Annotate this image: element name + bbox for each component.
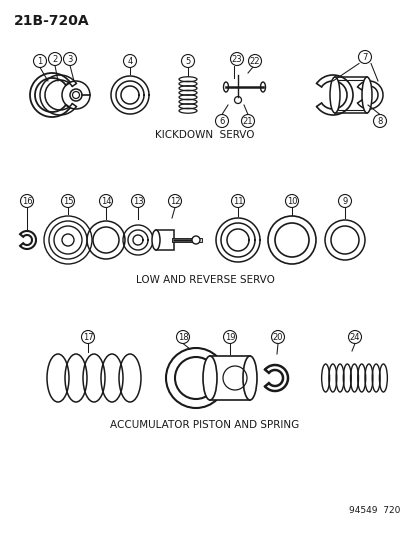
Text: 13: 13 [133,197,143,206]
Text: 1: 1 [37,56,43,66]
Text: 4: 4 [127,56,132,66]
Circle shape [62,195,74,207]
Circle shape [373,115,386,127]
Text: 6: 6 [219,117,224,125]
Circle shape [358,51,370,63]
Text: 14: 14 [100,197,111,206]
Circle shape [285,195,298,207]
Text: 11: 11 [232,197,243,206]
Bar [334,77,366,113]
Circle shape [99,195,112,207]
Circle shape [63,52,76,66]
Circle shape [21,195,33,207]
Circle shape [131,195,144,207]
Circle shape [223,330,236,343]
Ellipse shape [202,356,216,400]
Circle shape [81,330,94,343]
Text: LOW AND REVERSE SERVO: LOW AND REVERSE SERVO [135,275,274,285]
Text: 20: 20 [272,333,282,342]
Circle shape [72,92,79,99]
Text: 23: 23 [231,54,242,63]
Text: 10: 10 [286,197,297,206]
Text: 21: 21 [242,117,253,125]
Circle shape [271,330,284,343]
Text: KICKDOWN  SERVO: KICKDOWN SERVO [155,130,254,140]
Circle shape [192,236,199,244]
Text: 17: 17 [83,333,93,342]
Circle shape [176,330,189,343]
Bar [156,230,173,250]
Text: 19: 19 [224,333,235,342]
Text: 9: 9 [342,197,347,206]
Text: 18: 18 [177,333,188,342]
Circle shape [230,52,243,66]
Circle shape [181,54,194,68]
Text: 5: 5 [185,56,190,66]
Bar [209,356,249,400]
Circle shape [231,195,244,207]
Circle shape [241,115,254,127]
Text: 21B-720A: 21B-720A [14,14,89,28]
Text: 8: 8 [376,117,382,125]
Ellipse shape [152,230,159,250]
Circle shape [123,54,136,68]
Ellipse shape [361,77,371,113]
Circle shape [168,195,181,207]
Text: 24: 24 [349,333,359,342]
Text: ACCUMULATOR PISTON AND SPRING: ACCUMULATOR PISTON AND SPRING [110,420,299,430]
Circle shape [48,52,62,66]
Bar [337,80,363,110]
Text: 15: 15 [63,197,73,206]
Text: 2: 2 [52,54,57,63]
Text: 12: 12 [169,197,180,206]
Circle shape [215,115,228,127]
Text: 94549  720: 94549 720 [348,506,399,515]
Ellipse shape [329,77,339,113]
Text: 7: 7 [361,52,367,61]
Circle shape [248,54,261,68]
Circle shape [33,54,46,68]
Text: 3: 3 [67,54,73,63]
Text: 22: 22 [249,56,260,66]
Ellipse shape [242,356,256,400]
Circle shape [338,195,351,207]
Circle shape [348,330,361,343]
Text: 16: 16 [21,197,32,206]
